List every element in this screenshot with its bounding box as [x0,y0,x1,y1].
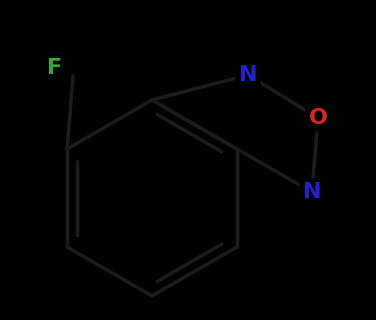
Text: N: N [239,65,257,85]
Text: F: F [47,58,62,78]
Text: N: N [303,182,321,202]
Text: O: O [308,108,327,128]
